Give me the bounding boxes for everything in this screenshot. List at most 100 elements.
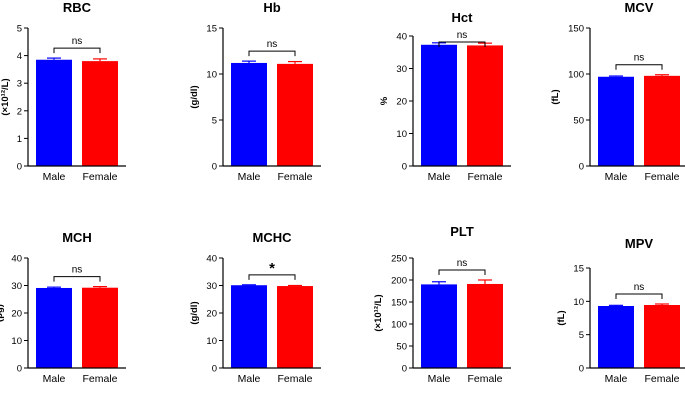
mpv-tick-label: 0 bbox=[579, 364, 584, 375]
mcv-tick-label: 50 bbox=[573, 116, 584, 127]
hct-significance-label: ns bbox=[457, 30, 468, 41]
mcv-tick-label: 100 bbox=[568, 70, 584, 81]
mchc-title: MCHC bbox=[253, 230, 293, 245]
mcv-significance-bracket bbox=[615, 64, 663, 70]
plt-tick-label: 200 bbox=[391, 276, 407, 287]
mchc-category-male: Male bbox=[238, 373, 261, 385]
rbc-title: RBC bbox=[63, 0, 92, 15]
mcv-y-label: (fL) bbox=[550, 89, 561, 104]
plt-bar-male bbox=[421, 284, 457, 368]
hct-y-label: % bbox=[379, 96, 390, 105]
hct-category-female: Female bbox=[467, 171, 502, 183]
rbc-tick-label: 2 bbox=[17, 106, 22, 117]
mch-significance-bracket bbox=[53, 276, 101, 282]
rbc-tick-label: 5 bbox=[17, 24, 22, 35]
mpv-bar-male bbox=[598, 306, 634, 368]
panel-mchc: MCHC 0 10 20 30 40 (g/dl) Male Female * bbox=[189, 230, 321, 385]
mpv-tick-label: 5 bbox=[579, 330, 584, 341]
plt-tick-label: 150 bbox=[391, 298, 407, 309]
plt-bar-female bbox=[467, 283, 503, 368]
rbc-significance-bracket bbox=[53, 47, 101, 54]
hb-title: Hb bbox=[263, 0, 280, 15]
hct-category-male: Male bbox=[428, 171, 451, 183]
mpv-bar-female bbox=[644, 305, 680, 368]
mpv-title: MPV bbox=[625, 236, 654, 251]
panel-rbc: RBC 0 1 2 3 4 5 (×10¹²/L) Male Female ns bbox=[0, 0, 126, 183]
hct-bar-male bbox=[421, 44, 457, 166]
rbc-category-male: Male bbox=[43, 171, 66, 183]
panel-mcv: MCV 0 50 100 150 (fL) Male Female ns bbox=[550, 0, 685, 183]
mcv-tick-label: 150 bbox=[568, 24, 584, 35]
rbc-significance-label: ns bbox=[72, 36, 83, 47]
mcv-category-female: Female bbox=[644, 171, 679, 183]
hb-tick-label: 10 bbox=[206, 70, 217, 81]
hct-tick-label: 30 bbox=[396, 64, 407, 75]
panel-mch: MCH 0 10 20 30 40 (pg) Male Female ns bbox=[0, 230, 126, 385]
mchc-significance-label: * bbox=[269, 260, 275, 277]
hb-category-female: Female bbox=[277, 171, 312, 183]
mchc-tick-label: 20 bbox=[206, 309, 217, 320]
mch-title: MCH bbox=[62, 230, 92, 245]
mchc-tick-label: 30 bbox=[206, 281, 217, 292]
mcv-bar-female bbox=[644, 75, 680, 166]
mpv-y-label: (fL) bbox=[556, 310, 567, 325]
mch-tick-label: 20 bbox=[11, 309, 22, 320]
rbc-tick-label: 1 bbox=[17, 134, 22, 145]
mcv-significance-label: ns bbox=[634, 53, 645, 64]
rbc-tick-label: 0 bbox=[17, 162, 22, 173]
hb-tick-label: 15 bbox=[206, 24, 217, 35]
mch-significance-label: ns bbox=[72, 265, 83, 276]
rbc-tick-label: 4 bbox=[17, 51, 22, 62]
plt-tick-label: 250 bbox=[391, 254, 407, 265]
mch-tick-label: 0 bbox=[17, 364, 22, 375]
rbc-y-label: (×10¹²/L) bbox=[0, 78, 11, 115]
rbc-tick-label: 3 bbox=[17, 79, 22, 90]
hct-significance-bracket bbox=[438, 41, 486, 47]
hb-tick-label: 5 bbox=[212, 116, 217, 127]
mch-category-male: Male bbox=[43, 373, 66, 385]
plt-category-male: Male bbox=[428, 373, 451, 385]
hb-significance-bracket bbox=[248, 50, 296, 57]
mcv-bar-male bbox=[598, 76, 634, 166]
mchc-tick-label: 40 bbox=[206, 254, 217, 265]
hct-tick-label: 0 bbox=[402, 162, 407, 173]
mchc-bar-male bbox=[231, 285, 267, 368]
panel-mpv: MPV 0 5 10 15 (fL) Male Female ns bbox=[556, 236, 685, 385]
hb-tick-label: 0 bbox=[212, 162, 217, 173]
hb-significance-label: ns bbox=[267, 39, 278, 50]
mpv-significance-bracket bbox=[615, 293, 663, 299]
panel-hb: Hb 0 5 10 15 (g/dl) Male Female ns bbox=[189, 0, 321, 183]
mchc-significance-bracket bbox=[248, 274, 296, 280]
rbc-category-female: Female bbox=[82, 171, 117, 183]
mchc-category-female: Female bbox=[277, 373, 312, 385]
plt-title: PLT bbox=[450, 224, 474, 239]
plt-significance-bracket bbox=[438, 269, 486, 275]
hct-title: Hct bbox=[452, 10, 474, 25]
mpv-significance-label: ns bbox=[634, 282, 645, 293]
plt-tick-label: 50 bbox=[396, 342, 407, 353]
mchc-tick-label: 10 bbox=[206, 336, 217, 347]
panel-plt: PLT 0 50 100 150 200 250 (×10¹²/L) Male Female ns bbox=[373, 224, 511, 385]
mch-tick-label: 10 bbox=[11, 336, 22, 347]
plt-tick-label: 0 bbox=[402, 364, 407, 375]
panel-hct: Hct 0 10 20 30 40% Male Female ns bbox=[379, 10, 511, 183]
mchc-tick-label: 0 bbox=[212, 364, 217, 375]
rbc-bar-male bbox=[36, 59, 72, 166]
mch-tick-label: 30 bbox=[11, 281, 22, 292]
rbc-bar-female bbox=[82, 61, 118, 167]
plt-category-female: Female bbox=[467, 373, 502, 385]
mch-bar-male bbox=[36, 287, 72, 368]
hb-bar-female bbox=[277, 63, 313, 166]
mch-category-female: Female bbox=[82, 373, 117, 385]
hb-category-male: Male bbox=[238, 171, 261, 183]
mchc-y-label: (g/dl) bbox=[189, 301, 200, 324]
mch-bar-female bbox=[82, 287, 118, 368]
hb-bar-male bbox=[231, 62, 267, 166]
mpv-category-female: Female bbox=[644, 373, 679, 385]
mcv-category-male: Male bbox=[605, 171, 628, 183]
mcv-tick-label: 0 bbox=[579, 162, 584, 173]
plt-tick-label: 100 bbox=[391, 320, 407, 331]
hb-y-label: (g/dl) bbox=[189, 85, 200, 108]
hct-tick-label: 10 bbox=[396, 129, 407, 140]
